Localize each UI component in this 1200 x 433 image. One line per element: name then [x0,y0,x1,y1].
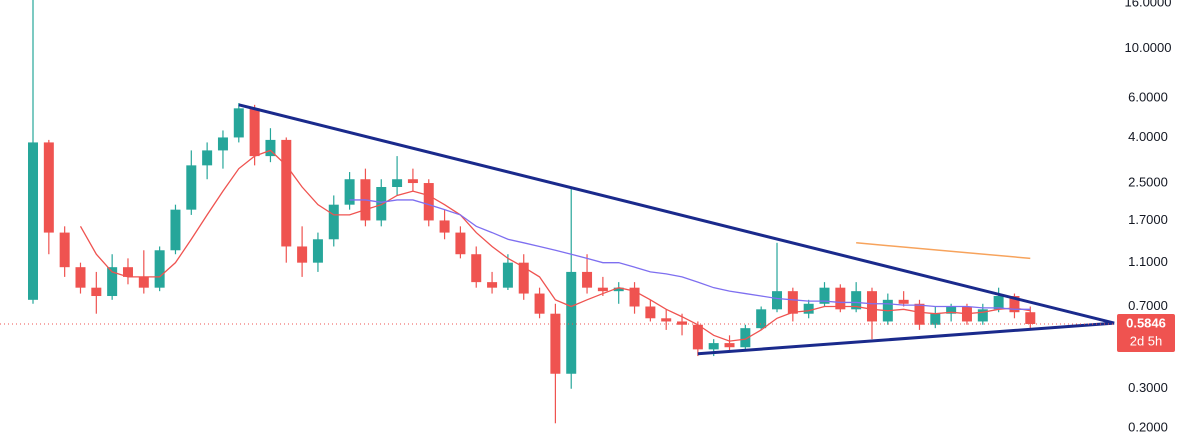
trend-line [697,321,1115,356]
candle-body [566,271,577,374]
candle-body [75,267,86,288]
candle-body [851,291,862,310]
candle-body [756,309,767,329]
candle-body [170,209,181,251]
trend-line [238,103,1115,325]
candle-body [629,287,640,307]
y-tick-label: 6.0000 [1128,90,1168,105]
y-tick-label: 1.1000 [1128,254,1168,269]
candle-body [186,165,197,210]
candle-body [344,179,355,205]
candle-body [930,313,941,325]
candle-body [487,282,498,288]
candle-body [1025,312,1036,324]
candle-body [993,296,1004,310]
candle-body [645,306,656,319]
candle-body [154,250,165,288]
candle-body [740,328,751,348]
y-tick-label: 1.7000 [1128,212,1168,227]
price-label-box [1117,313,1175,352]
candle-body [91,287,102,297]
candle-body [661,318,672,322]
candle-body [281,139,292,247]
candle-body [803,303,814,314]
plot-area [28,0,1115,424]
candle-body [439,220,450,233]
candle-body [866,291,877,322]
y-tick-label: 0.3000 [1128,380,1168,395]
y-tick-label: 4.0000 [1128,129,1168,144]
candle-body [407,179,418,184]
candle-body [835,287,846,310]
candle-body [502,262,513,288]
candle-body [597,287,608,292]
candle-body [819,287,830,304]
y-tick-label: 10.0000 [1125,40,1172,55]
trend-line [856,242,1031,260]
candle-body [708,343,719,350]
y-tick-label: 2.5000 [1128,174,1168,189]
candle-body [423,183,434,221]
countdown-label: 2d 5h [1130,333,1163,348]
price-axis: 0.2000 0.3000 0.7000 1.1000 1.7000 2.5000 4.00… [1125,0,1172,433]
y-tick-label: 0.7000 [1128,298,1168,313]
moving-average [349,199,1031,310]
candle-body [692,324,703,350]
last-price-label: 0.5846 [1126,315,1166,330]
candle-body [677,321,688,325]
candle-body [328,204,339,240]
candle-body [265,139,276,157]
candle-body [518,262,529,294]
candle-body [249,108,260,157]
candle-body [914,303,925,325]
candle-body [138,276,149,288]
candle-body [898,299,909,304]
candle-body [122,267,133,277]
moving-average [79,149,1031,342]
candle-body [107,267,118,297]
candle-body [946,306,957,314]
candle-body [471,254,482,283]
candle-body [59,232,70,268]
candle-body [392,179,403,187]
candle-body [582,271,593,288]
y-tick-label: 16.0000 [1125,0,1172,9]
candle-body [233,108,244,138]
candle-body [724,343,735,348]
candle-body [613,287,624,292]
candle-body [312,239,323,263]
candle-body [550,313,561,374]
candle-body [534,293,545,314]
candle-body [977,309,988,322]
candle-body [455,232,466,255]
candle-body [1009,296,1020,313]
candle-body [376,186,387,221]
candle-body [43,142,54,233]
candle-body [202,150,213,166]
candle-body [772,291,783,310]
candle-body [297,246,308,263]
y-tick-label: 0.2000 [1128,419,1168,433]
candle-body [217,137,228,151]
candle-body [787,291,798,314]
candle-body [28,142,38,300]
